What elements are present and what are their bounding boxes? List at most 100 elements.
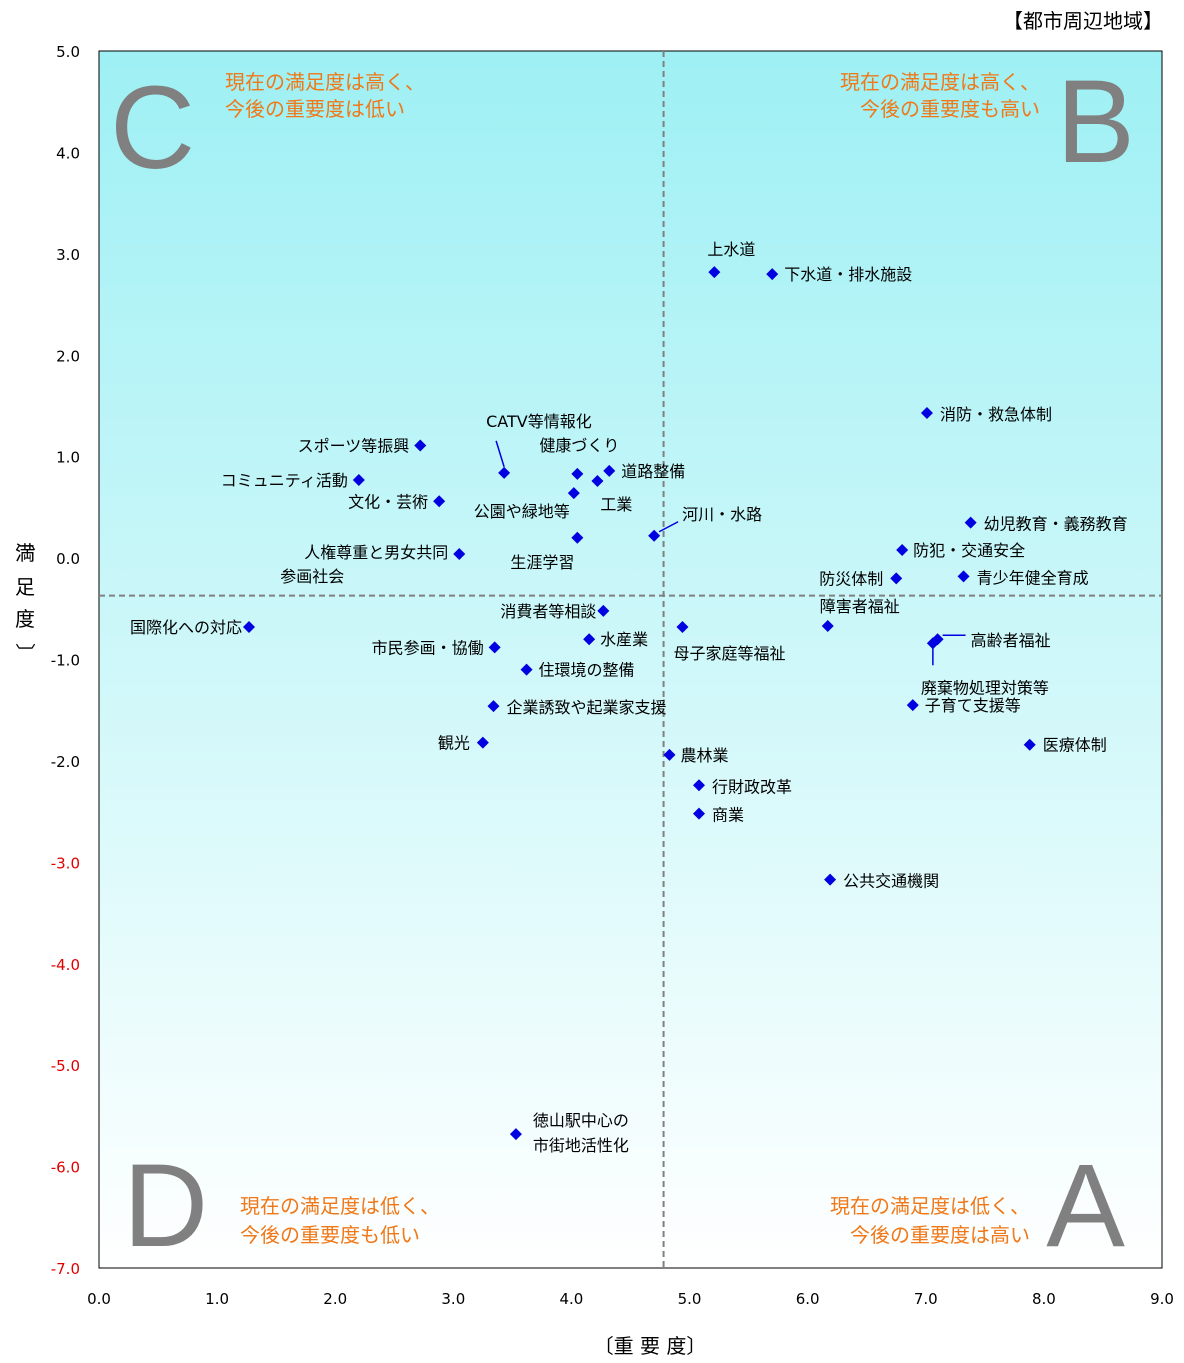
quadrant-description-a: 今後の重要度は高い (850, 1223, 1030, 1247)
y-axis-title-char: 〔 (13, 531, 37, 551)
x-tick-label: 6.0 (796, 1290, 820, 1308)
y-axis-title-char: 〕 (13, 643, 37, 663)
data-point-marker (1023, 738, 1036, 751)
data-point-label: 道路整備 (621, 462, 685, 481)
data-point-label: 障害者福祉 (820, 597, 900, 616)
data-point-label: 農林業 (680, 746, 728, 765)
y-tick-label: 4.0 (56, 144, 80, 162)
quadrant-letter-c: C (110, 62, 195, 194)
y-axis-title: 〔満足度〕 (13, 531, 37, 663)
data-point-marker (648, 529, 661, 542)
data-point-label: 廃棄物処理対策等 (921, 678, 1049, 697)
data-point-label: 市民参画・協働 (372, 638, 484, 657)
y-tick-label: -1.0 (51, 652, 80, 670)
data-point-label: 健康づくり (539, 436, 619, 455)
data-point-marker (693, 779, 706, 792)
quadrant-description-c: 今後の重要度は低い (225, 97, 405, 121)
x-tick-label: 2.0 (323, 1290, 347, 1308)
data-point-label: 医療体制 (1043, 736, 1107, 755)
data-point-marker (693, 807, 706, 820)
data-point-marker (957, 570, 970, 583)
data-point-marker (414, 439, 427, 452)
data-point-marker (571, 531, 584, 544)
data-point-marker (896, 543, 909, 556)
data-point-marker (488, 641, 501, 654)
data-point-marker (243, 621, 256, 634)
data-point-marker (571, 467, 584, 480)
data-point-label: 徳山駅中心の (533, 1111, 629, 1130)
x-tick-label: 7.0 (914, 1290, 938, 1308)
data-point-label: 国際化への対応 (130, 618, 242, 637)
y-tick-label: 3.0 (56, 246, 80, 264)
data-point-marker (906, 699, 919, 712)
data-point-marker (583, 633, 596, 646)
data-point-label: 消費者等相談 (500, 602, 596, 621)
data-point-marker (708, 266, 721, 279)
x-tick-label: 3.0 (441, 1290, 465, 1308)
data-point-label: 文化・芸術 (348, 492, 428, 511)
data-point-label: 母子家庭等福祉 (673, 644, 785, 663)
data-point-label: 水産業 (600, 630, 648, 649)
data-point-label: 下水道・排水施設 (784, 265, 912, 284)
y-axis-ticks: 5.0 4.0 3.0 2.0 1.0 0.0 -1.0 -2.0 -3.0 -4.0 -5.0 -6… (51, 43, 80, 1278)
y-axis-title-char: 足 (15, 575, 35, 599)
data-point-marker (926, 637, 939, 650)
data-point-label: 生涯学習 (510, 553, 574, 572)
data-point-marker (920, 407, 933, 420)
quadrant-description-d: 現在の満足度は低く、 (240, 1194, 440, 1218)
data-point-label: 防災体制 (819, 569, 883, 588)
quadrant-description-b: 今後の重要度も高い (860, 97, 1040, 121)
leader-line (495, 440, 505, 468)
y-axis-title-char: 度 (15, 607, 35, 631)
y-tick-label: 0.0 (56, 550, 80, 568)
data-point-marker (453, 548, 466, 561)
y-tick-label: -4.0 (51, 956, 80, 974)
quadrant-description-c: 現在の満足度は高く、 (225, 70, 425, 94)
data-point-label: 行財政改革 (712, 777, 792, 796)
data-point-label: 商業 (712, 806, 744, 825)
x-tick-label: 4.0 (560, 1290, 584, 1308)
leader-line (658, 521, 679, 533)
data-point-label: 幼児教育・義務教育 (984, 515, 1128, 534)
data-point-marker (766, 268, 779, 281)
data-point-label: 企業誘致や起業家支援 (506, 698, 666, 717)
y-tick-label: 2.0 (56, 347, 80, 365)
data-point-label: 公共交通機関 (843, 872, 939, 891)
data-point-marker (476, 736, 489, 749)
data-point-marker (567, 487, 580, 500)
data-point-label: 市街地活性化 (533, 1136, 629, 1155)
quadrant-letter-b: B (1056, 56, 1135, 188)
data-point-marker (964, 516, 977, 529)
leader-lines (495, 440, 966, 666)
region-label: 【都市周辺地域】 (1003, 9, 1163, 33)
y-tick-label: -7.0 (51, 1260, 80, 1278)
data-point-label: 青少年健全育成 (977, 568, 1089, 587)
data-point-marker (663, 748, 676, 761)
data-point-label: 上水道 (707, 240, 755, 259)
data-point-marker (821, 620, 834, 633)
data-point-label: 消防・救急体制 (940, 405, 1052, 424)
x-tick-label: 1.0 (205, 1290, 229, 1308)
data-point-marker (824, 873, 837, 886)
data-point-label: 子育て支援等 (925, 696, 1021, 715)
quadrant-description-a: 現在の満足度は低く、 (830, 1194, 1030, 1218)
data-point-marker (603, 464, 616, 477)
y-tick-label: -2.0 (51, 753, 80, 771)
data-point-label: CATV等情報化 (486, 412, 592, 431)
quadrant-letter-d: D (123, 1140, 208, 1272)
data-point-marker (433, 495, 446, 508)
reference-lines (99, 51, 1162, 1268)
y-tick-label: -6.0 (51, 1159, 80, 1177)
data-point-marker (509, 1128, 522, 1141)
y-tick-label: -5.0 (51, 1057, 80, 1075)
y-axis-title-char: 満 (15, 541, 35, 565)
data-point-label: 防犯・交通安全 (913, 541, 1025, 560)
data-point-label: コミュニティ活動 (221, 471, 348, 490)
data-point-label: スポーツ等振興 (298, 437, 410, 456)
x-tick-label: 9.0 (1150, 1290, 1174, 1308)
data-points (243, 266, 1036, 1141)
data-point-label: 工業 (600, 495, 632, 514)
data-point-label: 観光 (438, 734, 470, 753)
